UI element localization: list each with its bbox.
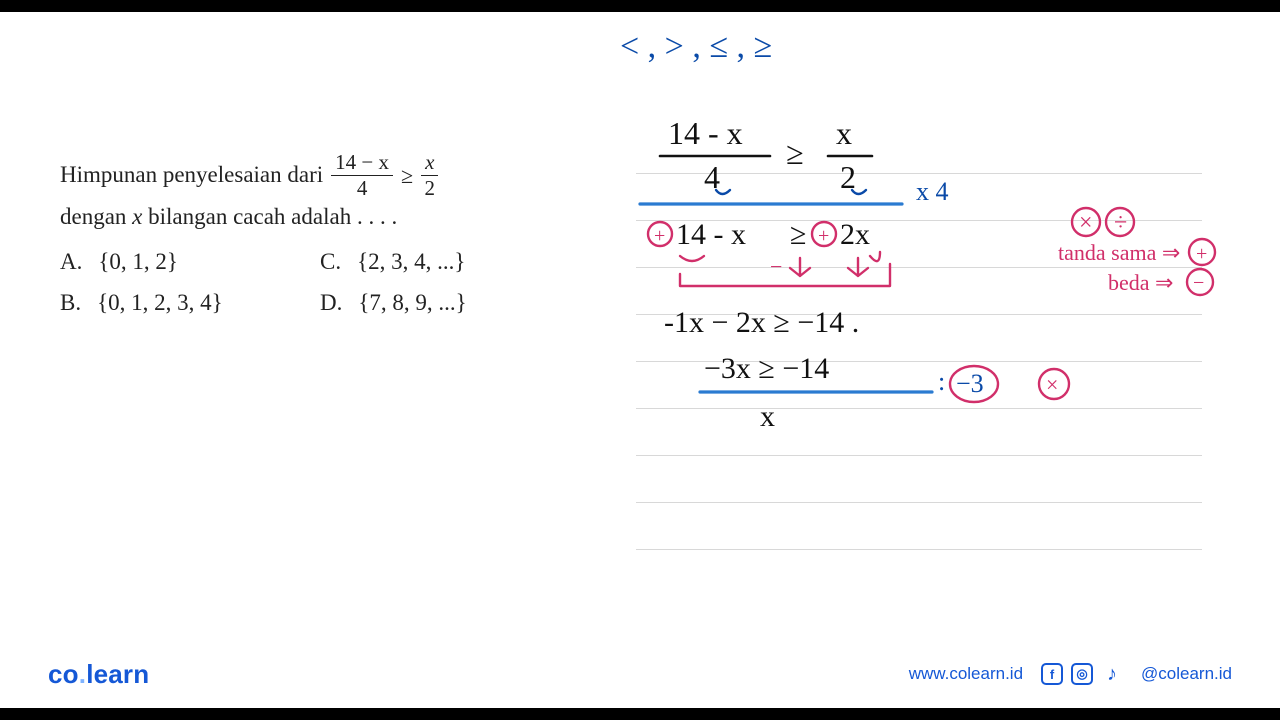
ineq-symbols: < , > , ≤ , ≥: [620, 28, 772, 65]
option-d: D.{7, 8, 9, ...}: [320, 285, 580, 322]
options: A.{0, 1, 2} C.{2, 3, 4, ...} B.{0, 1, 2,…: [60, 244, 580, 322]
fraction-lhs: 14 − x 4: [331, 152, 393, 199]
footer-handle: @colearn.id: [1141, 664, 1232, 684]
brand-logo: co.learn: [48, 659, 149, 690]
option-c: C.{2, 3, 4, ...}: [320, 244, 580, 281]
question-prefix: Himpunan penyelesaian dari: [60, 157, 323, 194]
option-b: B.{0, 1, 2, 3, 4}: [60, 285, 320, 322]
ge-symbol: ≥: [401, 158, 413, 193]
question-block: Himpunan penyelesaian dari 14 − x 4 ≥ x …: [60, 152, 580, 321]
footer-url: www.colearn.id: [909, 664, 1023, 684]
footer: co.learn www.colearn.id f ◎ ♪ @colearn.i…: [0, 648, 1280, 708]
social-icons: f ◎ ♪: [1041, 663, 1123, 685]
ruled-paper: [636, 118, 1202, 588]
svg-text:< , > , ≤ , ≥: < , > , ≤ , ≥: [620, 28, 772, 65]
facebook-icon: f: [1041, 663, 1063, 685]
tiktok-icon: ♪: [1101, 663, 1123, 685]
instagram-icon: ◎: [1071, 663, 1093, 685]
option-a: A.{0, 1, 2}: [60, 244, 320, 281]
fraction-rhs: x 2: [421, 152, 438, 199]
